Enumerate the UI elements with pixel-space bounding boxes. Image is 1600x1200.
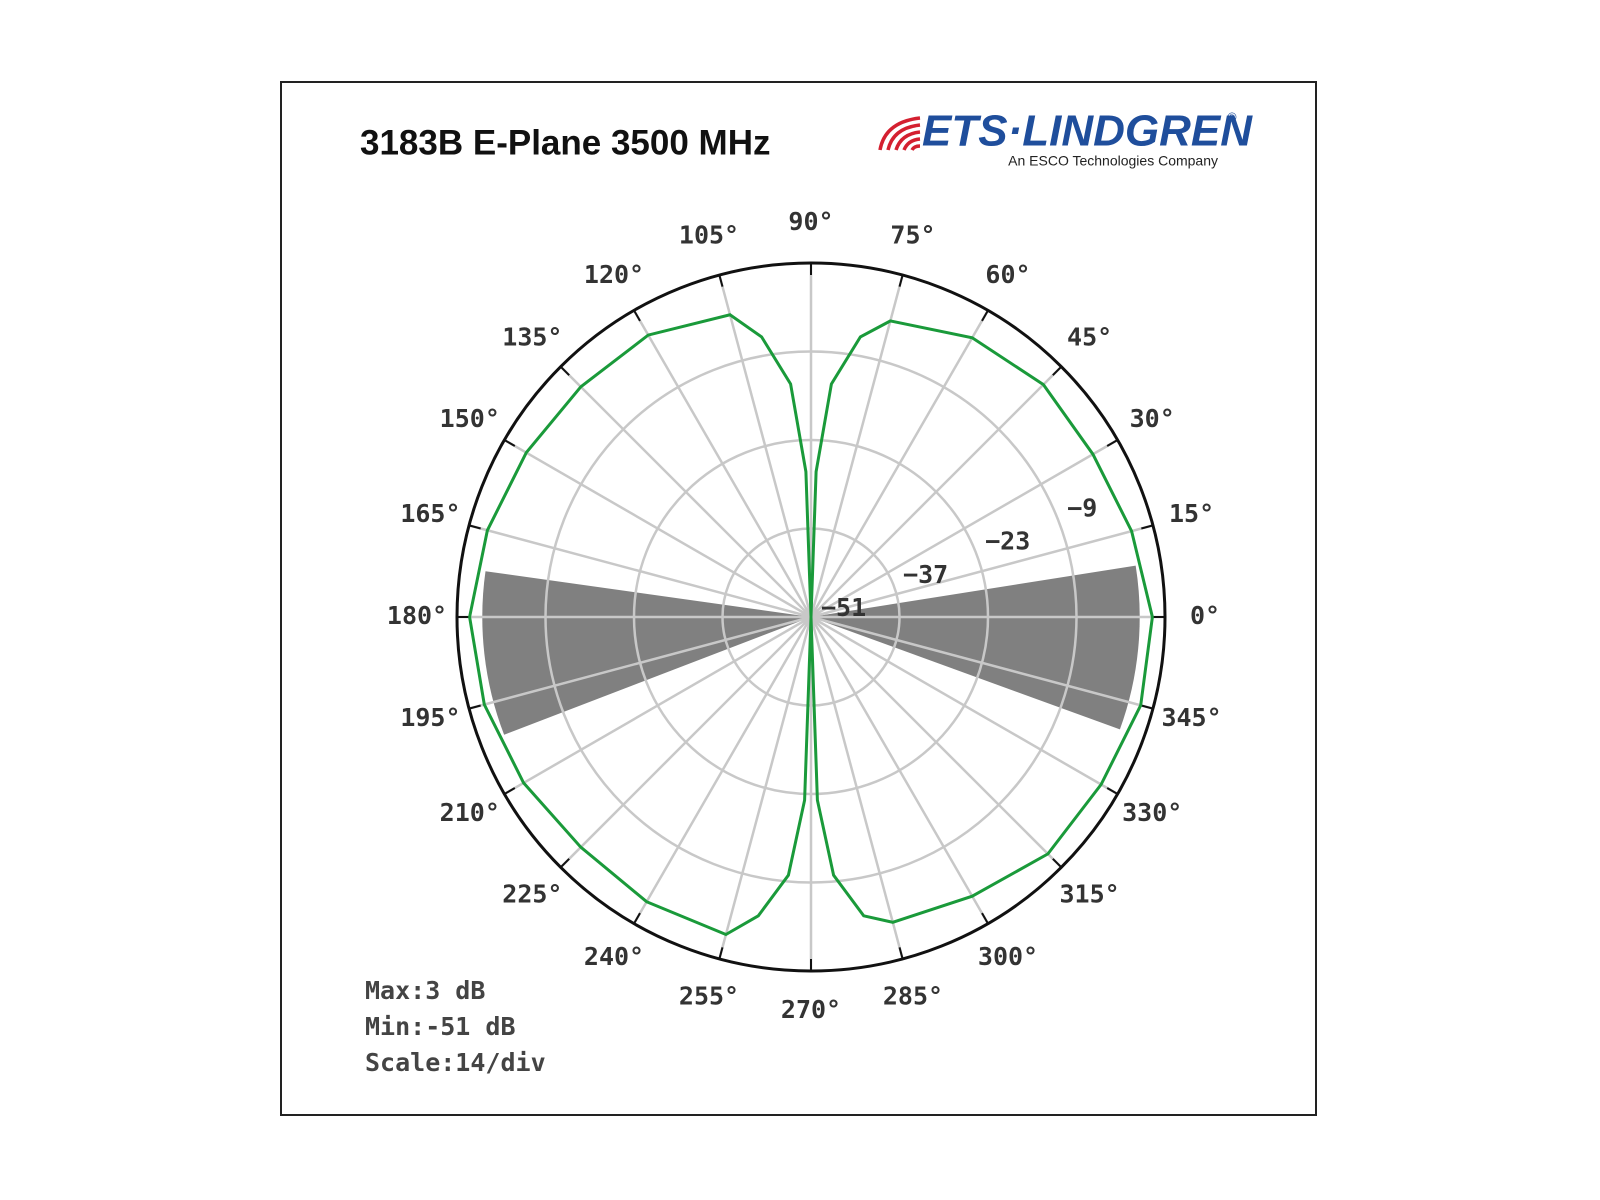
shaded-sector — [811, 565, 1140, 730]
theta-tick-label: 90° — [788, 207, 833, 236]
theta-tick — [1052, 365, 1063, 376]
r-tick-label: −23 — [985, 527, 1030, 556]
theta-tick-label: 300° — [978, 942, 1038, 971]
outer-circle — [455, 261, 1167, 973]
theta-tick-label: 255° — [679, 982, 739, 1011]
theta-tick-label: 30° — [1130, 404, 1175, 433]
frame — [280, 81, 1317, 1116]
theta-tick-label: 75° — [890, 220, 935, 249]
theta-tick-label: 285° — [883, 982, 943, 1011]
theta-tick-label: 195° — [400, 703, 460, 732]
theta-tick-label: 345° — [1161, 703, 1221, 732]
shaded-sector — [482, 571, 811, 735]
theta-tick-label: 210° — [440, 798, 500, 827]
theta-tick — [718, 274, 724, 287]
theta-tick — [718, 947, 724, 960]
grid-spoke — [503, 438, 812, 619]
theta-tick-label: 105° — [679, 220, 739, 249]
theta-tick-label: 270° — [781, 995, 841, 1024]
theta-tick — [1106, 787, 1119, 795]
grid-spoke — [632, 309, 813, 618]
grid-spoke — [559, 616, 812, 869]
grid-spoke — [559, 365, 812, 618]
theta-tick-label: 180° — [387, 601, 447, 630]
grid-spoke — [809, 274, 904, 618]
theta-tick-label: 150° — [440, 404, 500, 433]
grid-spoke — [810, 615, 1119, 796]
grid-spoke — [468, 615, 812, 710]
theta-tick-label: 120° — [584, 260, 644, 289]
theta-tick — [981, 309, 989, 322]
theta-tick — [1106, 439, 1119, 447]
pattern-line — [468, 313, 1154, 937]
r-tick-label: −37 — [903, 560, 948, 589]
theta-tick — [981, 912, 989, 925]
grid-spoke — [468, 524, 812, 619]
theta-tick-label: 165° — [400, 499, 460, 528]
r-tick-label: −51 — [821, 593, 866, 622]
chart-title: 3183B E-Plane 3500 MHz — [360, 123, 770, 162]
grid-spoke — [718, 616, 813, 960]
theta-tick-label: 225° — [502, 880, 562, 909]
logo-tagline: An ESCO Technologies Company — [1008, 153, 1218, 169]
theta-tick — [1141, 524, 1154, 530]
theta-tick-label: 45° — [1067, 322, 1112, 351]
grid-spoke — [810, 365, 1063, 618]
theta-tick — [633, 912, 641, 925]
theta-tick — [1052, 858, 1063, 869]
logo: ETS·LINDGREN ® An ESCO Technologies Comp… — [878, 107, 1253, 169]
theta-tick — [503, 439, 516, 447]
theta-tick — [503, 787, 516, 795]
theta-tick — [898, 274, 904, 287]
logo-mark: ® — [1226, 111, 1238, 125]
theta-tick — [898, 947, 904, 960]
theta-tick — [633, 309, 641, 322]
r-tick-label: −9 — [1067, 494, 1097, 523]
theta-tick — [559, 858, 570, 869]
annotation: Max:3 dB — [365, 976, 485, 1005]
grid-spoke — [810, 438, 1119, 619]
theta-tick-label: 315° — [1059, 880, 1119, 909]
grid-spoke — [718, 274, 813, 618]
theta-tick-label: 240° — [584, 942, 644, 971]
grid-spoke — [810, 615, 1154, 710]
grid-spoke — [810, 524, 1154, 619]
theta-tick-label: 15° — [1169, 499, 1214, 528]
grid-spoke — [810, 616, 1063, 869]
theta-tick-label: 0° — [1190, 601, 1220, 630]
grid-spoke — [809, 309, 990, 618]
logo-waves — [878, 116, 921, 151]
theta-tick — [468, 704, 481, 710]
theta-tick-label: 135° — [502, 322, 562, 351]
theta-tick-label: 60° — [985, 260, 1030, 289]
annotation: Scale:14/div — [365, 1048, 546, 1077]
theta-tick — [559, 365, 570, 376]
logo-brand: ETS·LINDGREN — [922, 107, 1253, 156]
grid-spoke — [809, 616, 990, 925]
annotation: Min:-51 dB — [365, 1012, 516, 1041]
theta-tick — [468, 524, 481, 530]
theta-tick-label: 330° — [1122, 798, 1182, 827]
grid-spoke — [632, 616, 813, 925]
grid-spoke — [503, 615, 812, 796]
grid-spoke — [809, 616, 904, 960]
theta-tick — [1141, 704, 1154, 710]
